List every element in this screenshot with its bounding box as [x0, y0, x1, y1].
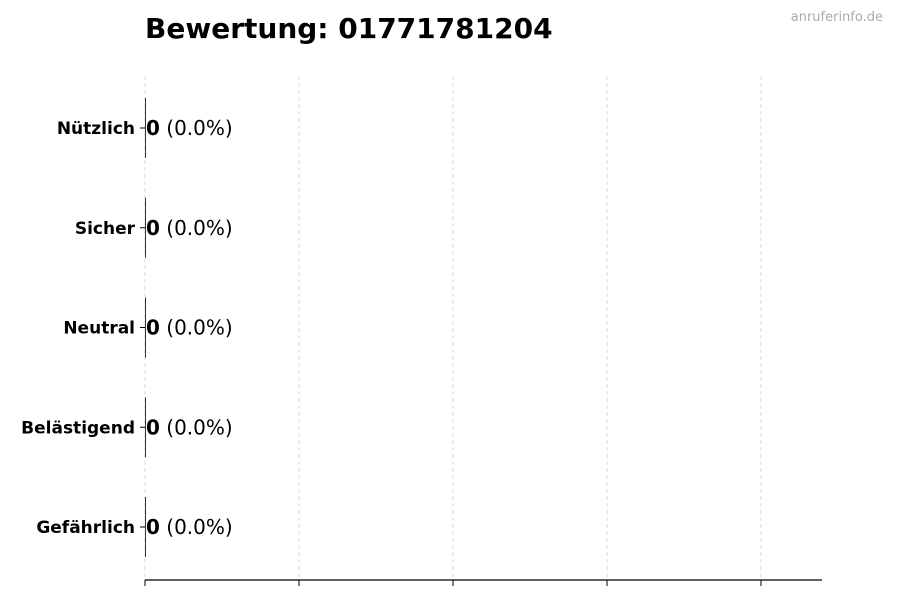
y-tick-label: Nützlich [57, 119, 135, 139]
y-tick-label: Neutral [63, 319, 135, 339]
data-label: 0 (0.0%) [146, 216, 233, 240]
data-label-percent: (0.0%) [160, 216, 233, 240]
bar [145, 197, 146, 258]
chart-title: Bewertung: 01771781204 [145, 12, 553, 45]
y-tick-label: Belästigend [21, 418, 135, 438]
watermark: anruferinfo.de [790, 10, 883, 25]
data-label-count: 0 [146, 116, 160, 140]
data-label-count: 0 [146, 515, 160, 539]
data-label-percent: (0.0%) [160, 515, 233, 539]
data-label: 0 (0.0%) [146, 116, 233, 140]
data-label: 0 (0.0%) [146, 415, 233, 439]
data-label-percent: (0.0%) [160, 316, 233, 340]
y-tick-label: Gefährlich [36, 518, 135, 538]
data-label-count: 0 [146, 216, 160, 240]
bar [145, 497, 146, 557]
data-label-percent: (0.0%) [160, 415, 233, 439]
bar [145, 297, 146, 358]
data-label: 0 (0.0%) [146, 316, 233, 340]
bar [145, 98, 146, 158]
data-label-percent: (0.0%) [160, 116, 233, 140]
data-label-count: 0 [146, 316, 160, 340]
data-label-count: 0 [146, 415, 160, 439]
data-label: 0 (0.0%) [146, 515, 233, 539]
bar [145, 397, 146, 458]
y-tick-label: Sicher [75, 219, 136, 239]
